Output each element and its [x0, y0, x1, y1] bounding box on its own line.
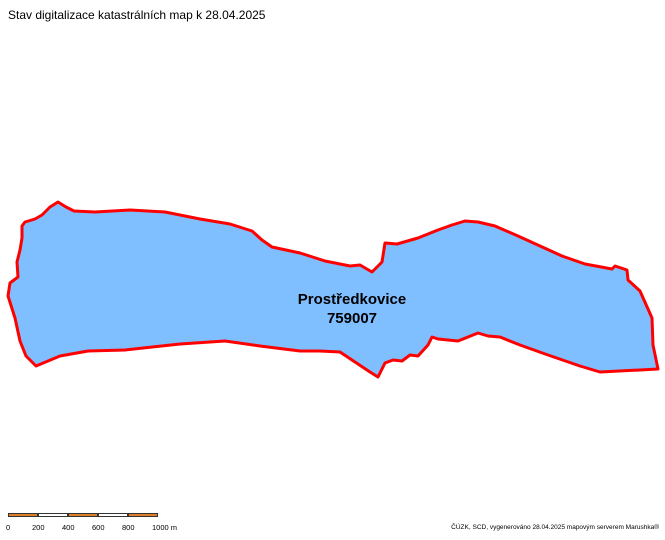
cadastral-area-name: Prostředkovice: [298, 291, 406, 308]
scale-bar-segment: [98, 513, 128, 517]
scale-bar-label: 400: [62, 523, 75, 532]
scale-bar-label: 1000 m: [152, 523, 178, 532]
attribution-text: ČÚZK, SCD, vygenerováno 28.04.2025 mapov…: [451, 524, 659, 531]
scale-bar-segment: [68, 513, 98, 517]
scale-bar-label: 800: [122, 523, 135, 532]
map-title: Stav digitalizace katastrálních map k 28…: [8, 8, 266, 22]
scale-bar-segment: [128, 513, 158, 517]
scale-bar-segment: [8, 513, 38, 517]
scale-bar-label: 200: [32, 523, 45, 532]
scale-bar: 0 200 400 600 800 1000 m: [6, 513, 177, 537]
cadastral-area-polygon[interactable]: [6, 200, 660, 379]
scale-bar-label: 0: [6, 523, 11, 532]
scale-bar-segment: [38, 513, 68, 517]
cadastral-area-code: 759007: [327, 310, 377, 327]
scale-bar-label: 600: [92, 523, 105, 532]
